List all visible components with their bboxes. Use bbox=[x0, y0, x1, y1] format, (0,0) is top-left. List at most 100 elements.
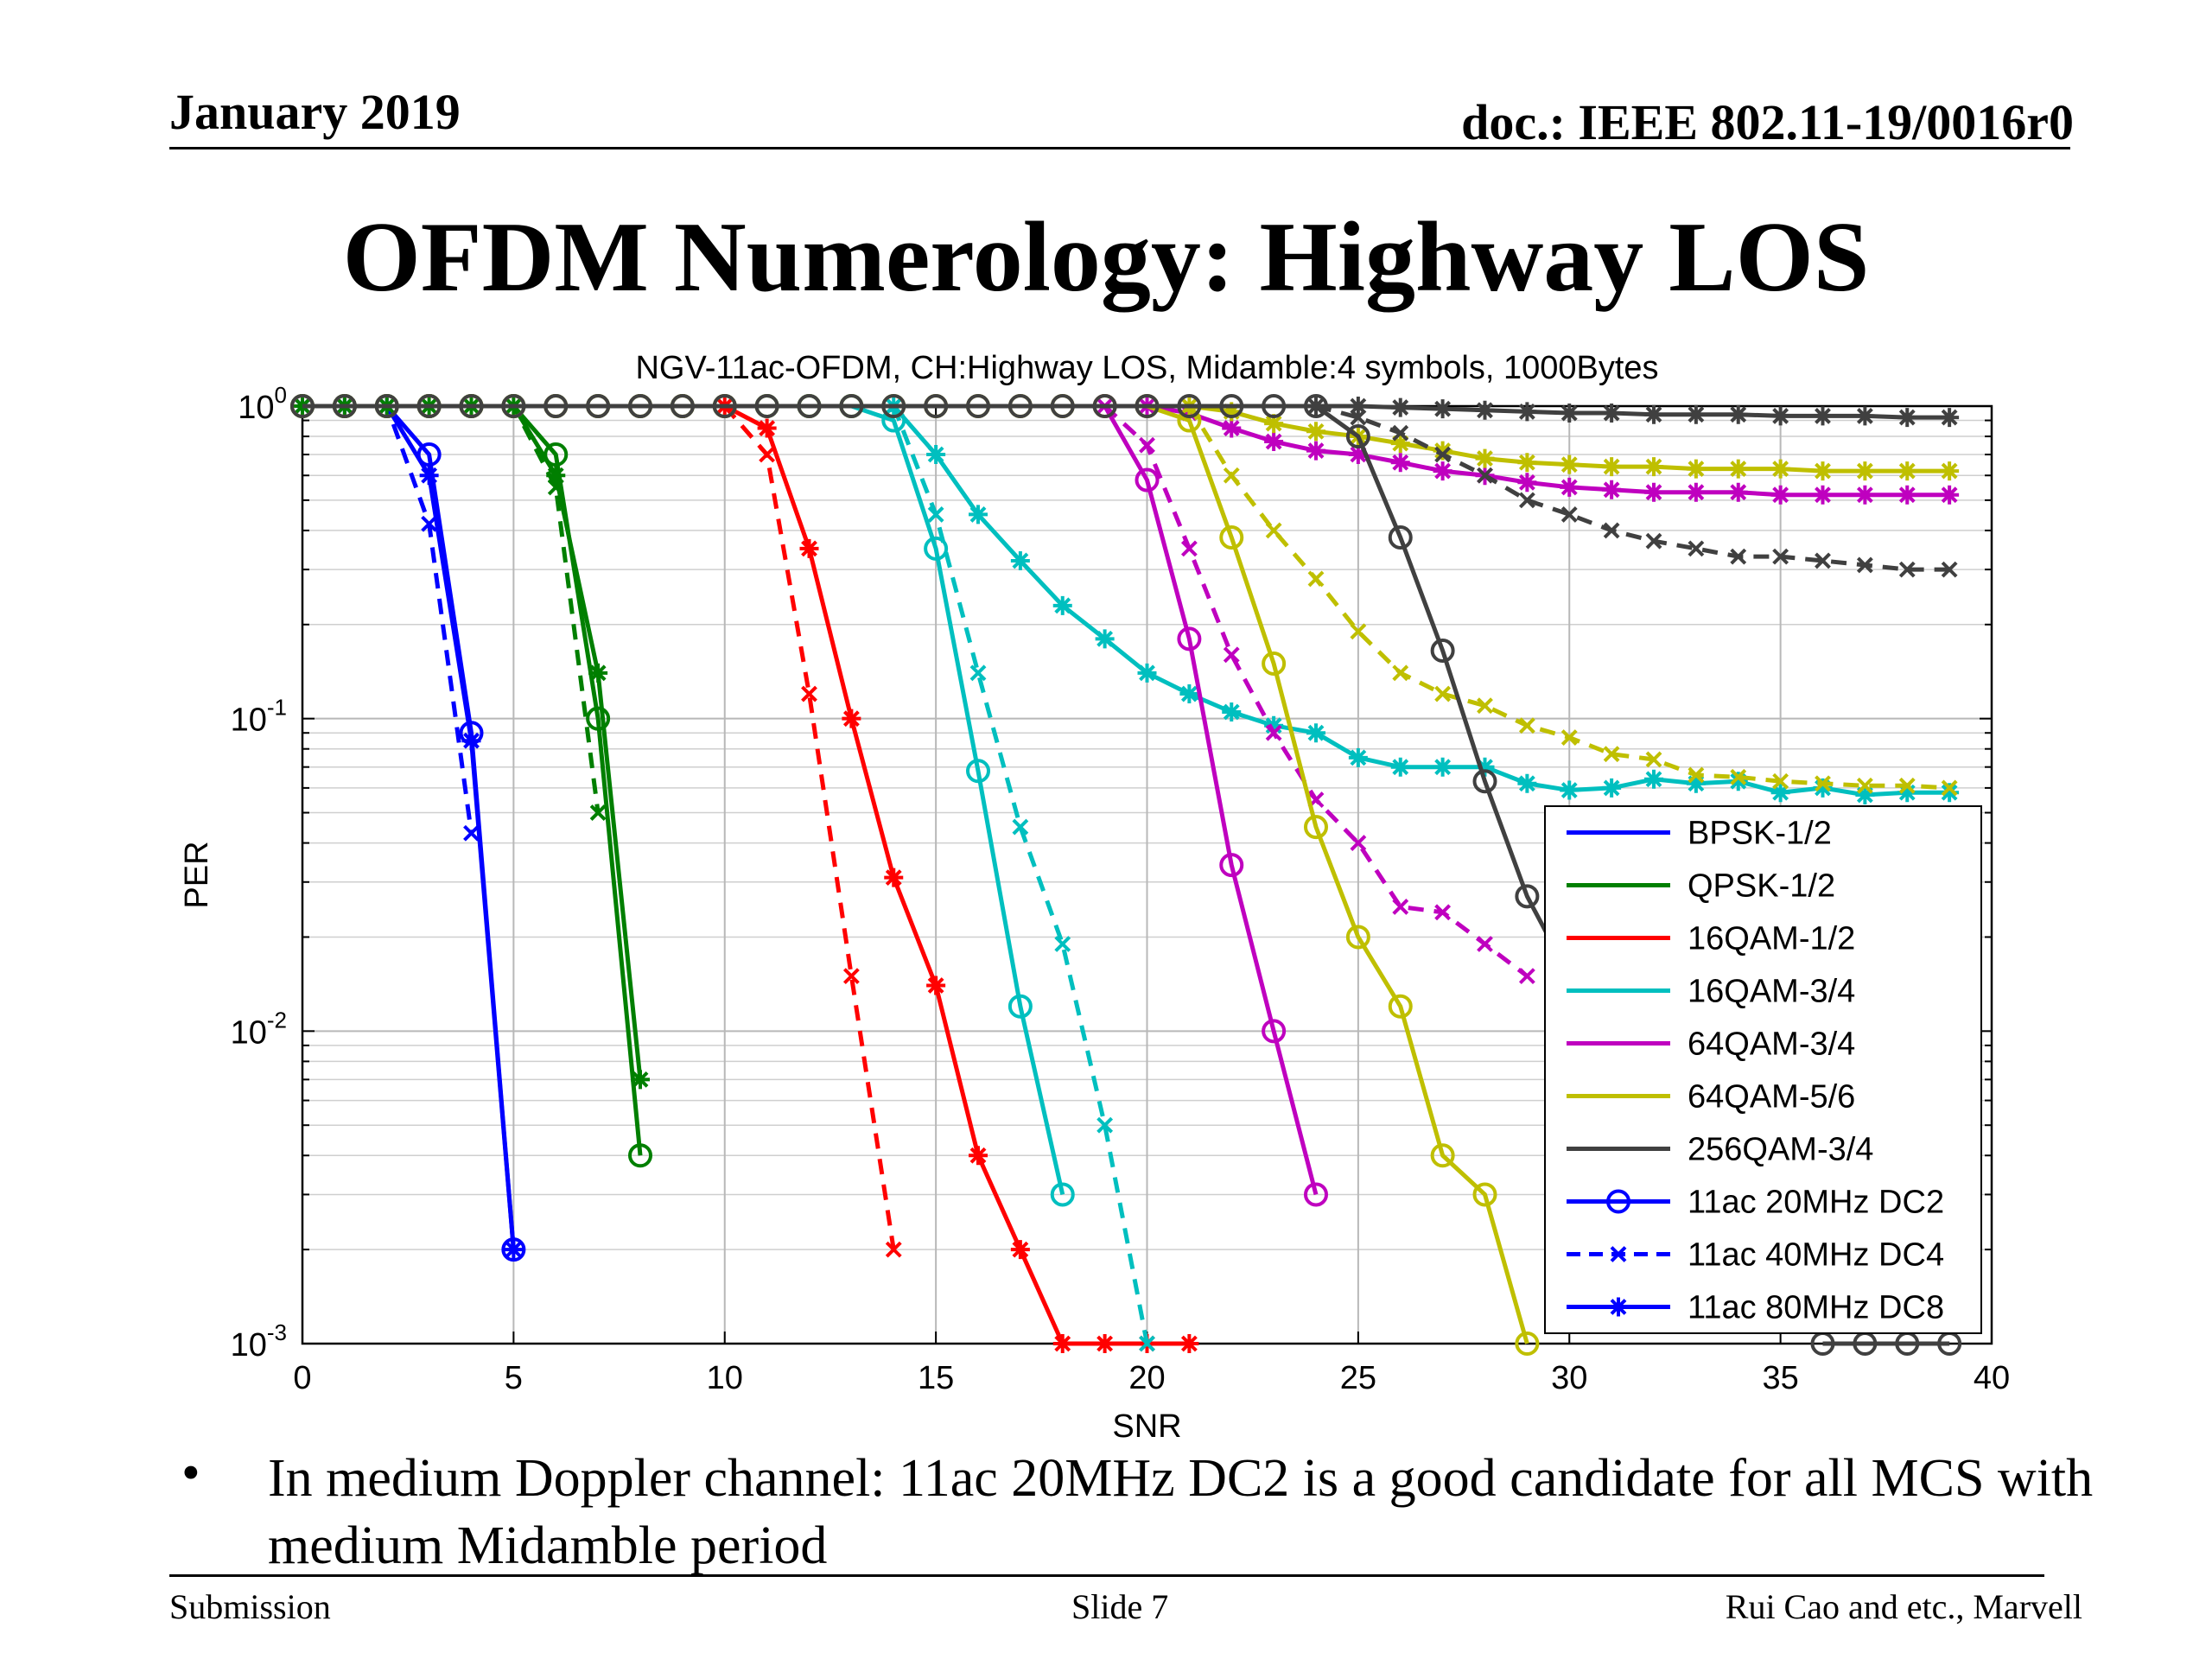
marker-circle bbox=[1304, 815, 1328, 840]
legend-label: 256QAM-3/4 bbox=[1688, 1132, 1873, 1168]
marker-x bbox=[1180, 540, 1198, 557]
marker-x bbox=[1772, 548, 1789, 565]
x-tick-label: 40 bbox=[1974, 1360, 2010, 1396]
marker-x bbox=[1392, 664, 1409, 682]
marker-circle bbox=[1007, 394, 1033, 418]
marker-star-center bbox=[1607, 462, 1617, 472]
marker-star-center bbox=[1860, 467, 1870, 476]
marker-circle bbox=[1345, 925, 1370, 950]
marker-star-center bbox=[424, 471, 434, 480]
legend: BPSK-1/2 QPSK-1/2 16QAM-1/2 16QAM-3/4 64QAM-… bbox=[1544, 805, 1982, 1334]
x-axis-label: SNR bbox=[1112, 1408, 1181, 1445]
marker-x bbox=[1518, 492, 1535, 509]
marker-circle bbox=[1304, 1182, 1328, 1207]
marker-circle bbox=[1092, 394, 1117, 418]
marker-star-center bbox=[1438, 467, 1447, 476]
marker-x bbox=[1223, 646, 1240, 664]
legend-label: 11ac 40MHz DC4 bbox=[1688, 1237, 1944, 1274]
marker-x bbox=[589, 804, 607, 821]
legend-item: 16QAM-3/4 bbox=[1567, 974, 1855, 1010]
marker-star-center bbox=[1312, 427, 1320, 436]
marker-circle bbox=[1219, 853, 1244, 878]
marker-x bbox=[1603, 746, 1620, 763]
marker-x bbox=[1392, 898, 1409, 915]
x-tick-label: 35 bbox=[1762, 1360, 1798, 1396]
marker-x bbox=[1350, 623, 1367, 640]
marker-star-center bbox=[1522, 478, 1532, 487]
legend-label: 11ac 80MHz DC8 bbox=[1688, 1290, 1944, 1326]
marker-star-center bbox=[889, 873, 899, 882]
marker-x bbox=[1560, 729, 1578, 746]
marker-star-center bbox=[1015, 1245, 1025, 1255]
marker-circle bbox=[924, 536, 949, 561]
y-tick-label: 10-1 bbox=[231, 695, 287, 739]
header-divider bbox=[169, 147, 2070, 149]
bullet-marker: • bbox=[181, 1444, 200, 1503]
series-16qam-3-4 bbox=[884, 397, 1960, 804]
marker-star-center bbox=[1776, 788, 1785, 798]
marker-x bbox=[1012, 818, 1029, 836]
marker-star-center bbox=[509, 1245, 518, 1255]
marker-x bbox=[1898, 561, 1916, 578]
marker-star-center bbox=[1776, 464, 1785, 474]
legend-label: 11ac 20MHz DC2 bbox=[1688, 1185, 1944, 1221]
marker-star-center bbox=[1015, 556, 1025, 565]
marker-x bbox=[1139, 1335, 1155, 1352]
marker-x bbox=[1477, 467, 1493, 484]
header-doc-id: doc.: IEEE 802.11-19/0016r0 bbox=[1461, 94, 2074, 150]
marker-star-center bbox=[1945, 413, 1955, 423]
marker-x bbox=[1434, 446, 1452, 463]
marker-x bbox=[759, 446, 776, 463]
marker-circle bbox=[1007, 994, 1033, 1019]
marker-star-center bbox=[1733, 487, 1743, 497]
series-line bbox=[302, 404, 1572, 977]
marker-star-center bbox=[1395, 403, 1405, 412]
series-64qam-5-6 bbox=[1179, 397, 1960, 481]
marker-x bbox=[1392, 424, 1409, 442]
marker-star-center bbox=[1522, 407, 1532, 416]
marker-star-center bbox=[636, 1075, 645, 1084]
legend-label: QPSK-1/2 bbox=[1688, 868, 1835, 905]
marker-x bbox=[1265, 522, 1282, 539]
y-tick-label: 10-3 bbox=[231, 1319, 287, 1363]
marker-x bbox=[1477, 936, 1493, 952]
marker-circle bbox=[1050, 1182, 1075, 1207]
marker-circle bbox=[501, 394, 526, 418]
marker-circle bbox=[1515, 884, 1540, 909]
y-axis-label: PER bbox=[179, 841, 215, 908]
marker-star-center bbox=[1818, 490, 1827, 499]
marker-star-center bbox=[1691, 487, 1700, 497]
marker-star-center bbox=[931, 981, 941, 990]
y-tick-label: 10-2 bbox=[231, 1007, 287, 1051]
marker-x bbox=[1730, 548, 1747, 565]
marker-circle bbox=[1177, 626, 1202, 652]
marker-x bbox=[969, 664, 987, 682]
marker-star-center bbox=[1649, 410, 1658, 419]
marker-circle bbox=[1430, 1143, 1455, 1168]
marker-star-center bbox=[1395, 439, 1405, 448]
marker-circle bbox=[754, 394, 779, 418]
marker-star-center bbox=[1691, 464, 1700, 474]
marker-star-center bbox=[1353, 402, 1363, 410]
legend-label: 16QAM-1/2 bbox=[1688, 921, 1855, 957]
marker-x bbox=[1350, 835, 1367, 852]
marker-circle bbox=[374, 394, 399, 418]
marker-x bbox=[1645, 751, 1662, 768]
legend-label: 16QAM-3/4 bbox=[1688, 974, 1855, 1010]
marker-star-center bbox=[1100, 1339, 1109, 1348]
legend-item: 11ac 80MHz DC8 bbox=[1567, 1290, 1944, 1326]
marker-star-center bbox=[1480, 405, 1490, 415]
legend-item: QPSK-1/2 bbox=[1567, 868, 1835, 905]
y-tick-label: 100 bbox=[238, 382, 287, 426]
series-16qam-3-4 bbox=[885, 397, 1155, 1352]
marker-star-center bbox=[1565, 785, 1574, 795]
marker-star-center bbox=[804, 543, 814, 553]
bullet-text: In medium Doppler channel: 11ac 20MHz DC… bbox=[268, 1449, 2094, 1575]
marker-star-center bbox=[1522, 779, 1532, 788]
marker-x bbox=[1730, 768, 1747, 785]
marker-x bbox=[1856, 777, 1873, 794]
marker-circle bbox=[1050, 394, 1075, 418]
marker-star-center bbox=[1903, 490, 1912, 499]
marker-star-center bbox=[1438, 404, 1447, 414]
marker-star-center bbox=[1227, 407, 1236, 416]
